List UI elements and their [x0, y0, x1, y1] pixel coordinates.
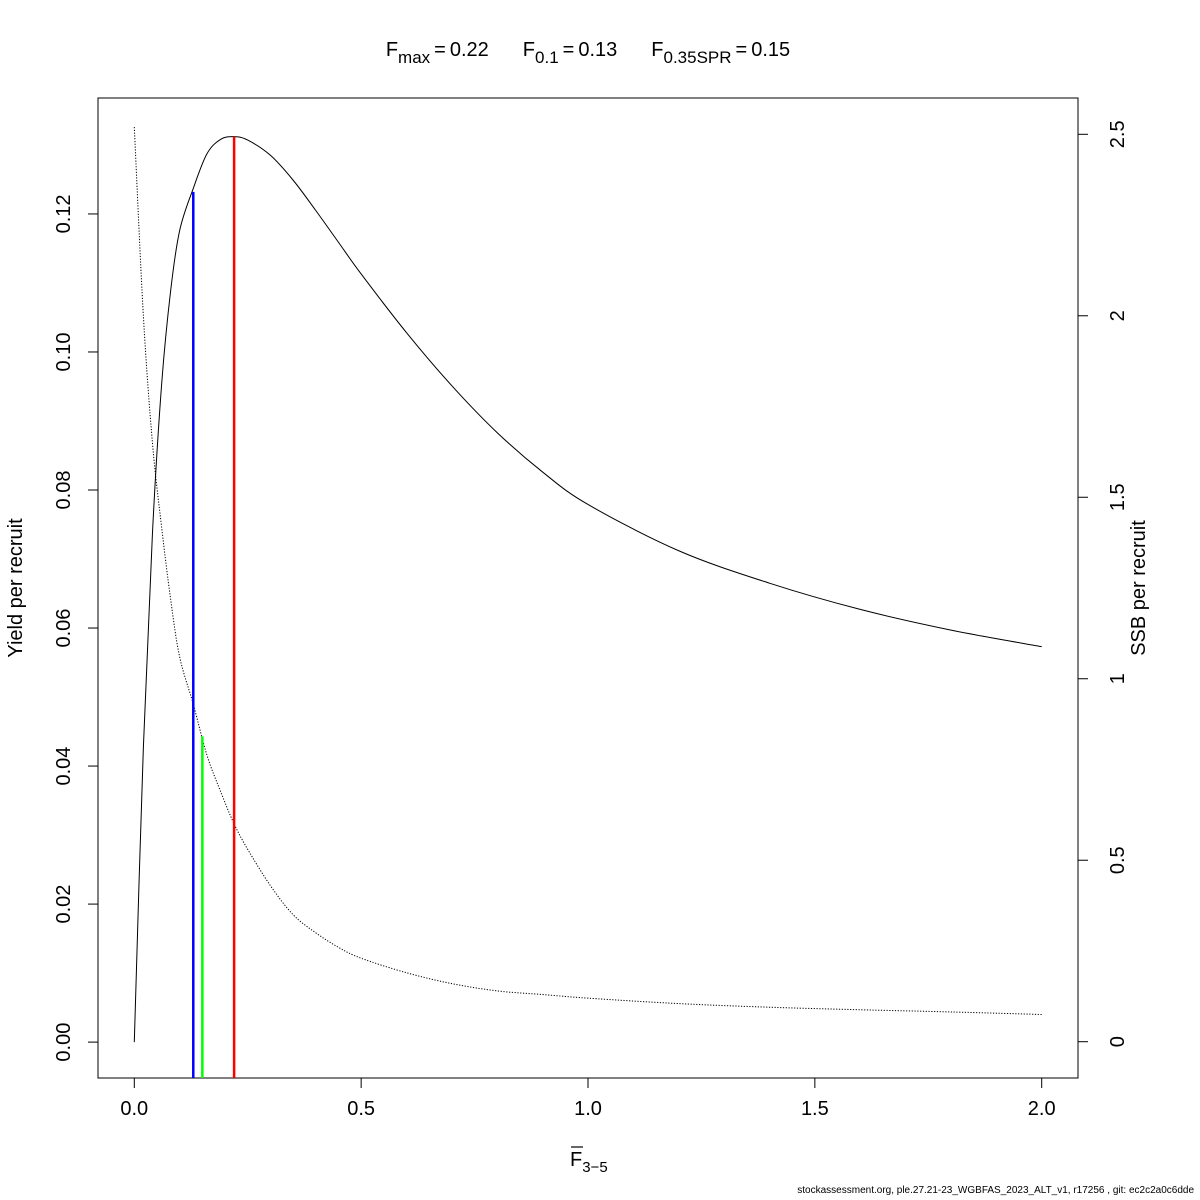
yield-per-recruit-line: [133, 136, 1042, 1043]
title-term-value: 0.15: [751, 39, 790, 61]
title-term-sub: 0.35SPR: [664, 48, 732, 67]
x-tick-label: 0.5: [347, 1098, 375, 1120]
plot-frame: [97, 97, 1079, 1079]
title-term-label: F: [651, 39, 663, 61]
y-left-tick-label: 0.12: [53, 194, 75, 233]
y-right-tick-label: 2: [1107, 310, 1129, 321]
title-term-eq: =: [430, 39, 450, 61]
title-term-label: F: [386, 39, 398, 61]
x-axis: 0.0 0.5 1.0 1.5 2.0: [120, 1078, 1056, 1120]
title-term-value: 0.13: [578, 39, 617, 61]
y-right-tick-label: 2.5: [1107, 120, 1129, 148]
ssb-per-recruit-line: [133, 127, 1042, 1015]
y-left-tick-label: 0.06: [53, 609, 75, 648]
title-term-sub: max: [398, 48, 431, 67]
y-right-tick-label: 1.5: [1107, 483, 1129, 511]
x-axis-label-text: F3−5: [570, 1149, 608, 1176]
title-term-sub: 0.1: [535, 48, 559, 67]
x-axis-label-sub: 3−5: [582, 1159, 607, 1176]
y-right-axis: 0 0.5 1 1.5 2 2.5: [1078, 120, 1129, 1047]
title-term-eq: =: [559, 39, 579, 61]
y-left-axis: 0.00 0.02 0.04 0.06 0.08 0.10 0.12: [53, 194, 98, 1062]
y-left-tick-label: 0.10: [53, 333, 75, 372]
y-left-tick-label: 0.02: [53, 885, 75, 924]
y-left-tick-label: 0.00: [53, 1023, 75, 1062]
x-tick-label: 2.0: [1028, 1098, 1056, 1120]
y-right-tick-label: 0.5: [1107, 846, 1129, 874]
reference-lines: [192, 136, 236, 1078]
y-left-axis-label: Yield per recruit: [5, 518, 27, 658]
y-right-tick-label: 0: [1107, 1036, 1129, 1047]
x-tick-label: 1.0: [574, 1098, 602, 1120]
footer-source: stockassessment.org, ple.27.21-23_WGBFAS…: [797, 1185, 1194, 1196]
y-right-axis-label: SSB per recruit: [1128, 520, 1150, 656]
title-term-value: 0.22: [450, 39, 489, 61]
title-term-eq: =: [732, 39, 752, 61]
y-left-tick-label: 0.08: [53, 471, 75, 510]
chart-title: Fmax = 0.22 F0.1 = 0.13 F0.35SPR = 0.15: [386, 39, 790, 67]
series-layer: [133, 127, 1042, 1043]
y-right-tick-label: 1: [1107, 673, 1129, 684]
x-tick-label: 1.5: [801, 1098, 829, 1120]
y-left-tick-label: 0.04: [53, 747, 75, 786]
x-tick-label: 0.0: [120, 1098, 148, 1120]
title-term-label: F: [523, 39, 535, 61]
x-axis-label-main: F: [570, 1149, 582, 1171]
x-axis-label: F3−5: [570, 1146, 608, 1176]
